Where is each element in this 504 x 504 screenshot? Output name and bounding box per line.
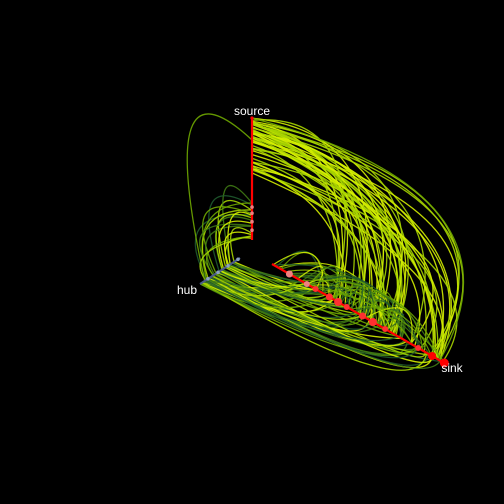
edge-109 [199,283,329,309]
edge-122 [215,213,253,270]
edge-51 [251,119,346,301]
node-20 [439,358,449,368]
node-6 [226,264,230,268]
axis-label-sink: sink [441,361,463,375]
edge-101 [207,278,441,370]
edge-130 [206,235,253,276]
edge-124 [202,206,253,274]
node-16 [368,318,377,326]
edge-162 [312,286,446,365]
edge-126 [227,211,253,265]
edge-47 [251,131,340,301]
edge-50 [251,127,464,359]
edge-35 [251,165,434,345]
edge-140 [355,299,403,339]
edge-159 [291,274,432,356]
edge-54 [251,139,444,361]
edge-106 [229,264,306,285]
edge-103 [211,275,363,320]
edge-114 [205,279,419,359]
edge-52 [251,132,436,358]
node-10 [303,281,310,287]
axis-label-hub: hub [177,283,197,297]
edge-175 [365,307,413,344]
edge-48 [251,161,421,347]
edge-171 [343,283,370,317]
edge-95 [201,282,428,371]
edge-86 [232,262,389,332]
edge-108 [219,270,434,363]
node-19 [428,352,437,360]
edge-97 [228,264,346,308]
node-11 [312,286,319,292]
edge-0 [251,172,444,360]
edge-29 [251,165,390,331]
edge-125 [205,225,253,275]
edge-111 [225,266,426,358]
edge-127 [198,223,253,276]
edge-43 [251,136,355,308]
edge-31 [251,161,458,363]
edge-129 [230,227,253,262]
edge-44 [251,129,452,361]
node-1 [250,219,254,224]
axis-label-source: source [234,104,270,118]
edge-117 [208,195,253,272]
node-12 [325,293,333,301]
node-2 [250,211,254,215]
edge-87 [225,266,332,301]
node-4 [250,116,254,120]
edge-112 [218,271,343,306]
edge-147 [280,263,359,314]
edge-132 [223,231,253,266]
edge-178 [251,117,465,361]
node-13 [334,298,343,306]
edge-131 [199,235,253,281]
edge-46 [251,141,407,333]
node-3 [250,205,254,209]
edge-179 [186,113,253,283]
edge-128 [218,220,253,269]
node-0 [250,228,254,232]
edge-17 [251,137,401,333]
edge-170 [331,288,378,325]
edge-105 [221,269,350,309]
node-7 [216,270,220,275]
edge-172 [321,276,364,313]
node-9 [285,270,293,278]
node-8 [206,277,210,281]
edge-33 [251,169,438,350]
node-17 [382,326,389,332]
edge-110 [232,262,324,296]
node-18 [415,345,422,351]
edge-174 [350,306,432,356]
edge-120 [201,202,253,280]
node-layer [206,116,449,368]
node-15 [359,312,366,320]
edge-123 [201,209,253,279]
edge-176 [307,284,414,346]
node-14 [343,304,350,310]
edge-layer [186,113,465,371]
node-5 [236,257,240,262]
label-layer: source hub sink [177,104,464,375]
edge-177 [308,278,386,329]
